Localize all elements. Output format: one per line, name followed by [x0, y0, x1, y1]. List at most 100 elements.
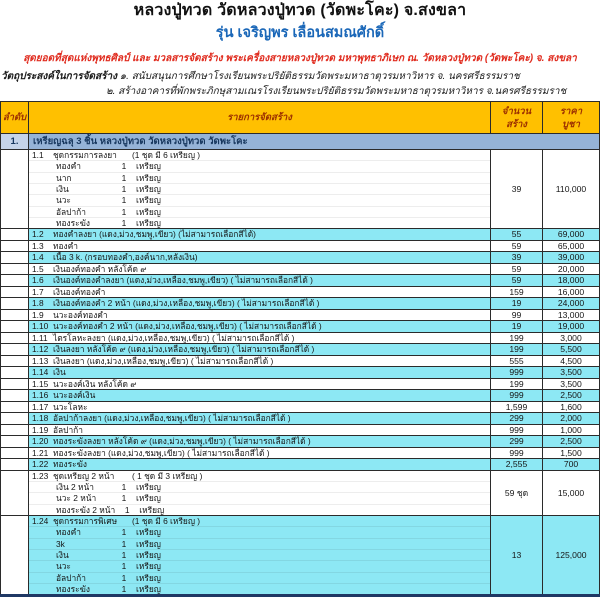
sub-name: ทองระฆัง — [56, 583, 90, 594]
row-qty: 159 — [490, 285, 543, 299]
row-sub-item: เงิน 1 เหรียญ — [29, 182, 490, 194]
table-row: 1.16 นวะองค์เงิน 999 2,500 — [0, 389, 600, 402]
row-item-line: 1.7 เงินองค์ทองคำ — [30, 286, 490, 297]
table-row: 1.24 ชุดกรรมการพิเศษ (1 ชุด มี 6 เหรียญ ) ท… — [0, 514, 600, 597]
row-qty: 55 — [490, 228, 543, 241]
row-item-line: 1.3 ทองคำ — [30, 240, 490, 251]
sub-qty: 1 — [121, 538, 127, 549]
row-number: 1.2 — [32, 229, 44, 240]
page-title: หลวงปู่ทวด วัดหลวงปู่ทวด (วัดพะโคะ) จ.สง… — [133, 2, 467, 19]
sub-unit: เหรียญ — [136, 527, 161, 538]
row-qty: 1,599 — [490, 400, 543, 414]
row-no-cell — [0, 514, 29, 597]
sub-unit: เหรียญ — [139, 504, 165, 515]
row-price: 16,000 — [542, 285, 600, 299]
table-row: 1.21 ทองระฆังลงยา (แดง,ม่วง,ชมพู,เขียว) (… — [0, 446, 600, 460]
row-sub-item: ทองระฆัง 1 เหรียญ — [29, 216, 490, 228]
row-qty: 59 — [490, 239, 543, 253]
sub-name: เงิน — [56, 549, 69, 560]
row-no-cell — [0, 354, 29, 368]
sub-unit: เหรียญ — [136, 217, 161, 228]
row-no-cell — [0, 285, 29, 299]
col-header-price: ราคา บูชา — [542, 101, 600, 134]
row-item-cell: 1.24 ชุดกรรมการพิเศษ (1 ชุด มี 6 เหรียญ ) ท… — [28, 514, 491, 597]
table-header-row: ลำดับ รายการจัดสร้าง จำนวน สร้าง ราคา บู… — [0, 101, 600, 134]
row-name: อัลปาก้า — [53, 424, 83, 435]
sub-unit: เหรียญ — [136, 549, 161, 560]
sub-unit: เหรียญ — [136, 172, 161, 183]
row-no-cell — [0, 366, 29, 379]
row-qty: 999 — [490, 423, 543, 437]
sub-unit: เหรียญ — [136, 195, 161, 206]
row-qty: 999 — [490, 389, 543, 402]
row-item-line: 1.1 ชุดกรรมการลงยา (1 ชุด มี 6 เหรียญ ) — [30, 150, 490, 161]
row-qty: 39 — [490, 251, 543, 264]
row-number: 1.4 — [32, 252, 44, 263]
row-item-line: 1.12 เงินลงยา หลังโค้ด ๙ (แดง,ม่วง,เหลือง… — [30, 345, 490, 355]
table-row: 1.22 ทองระฆัง 2,555 700 — [0, 458, 600, 471]
row-item-line: 1.14 เงิน — [30, 367, 490, 378]
row-name: เงินองค์ทองคำ — [53, 286, 106, 297]
row-number: 1.20 — [32, 436, 49, 447]
row-name: เงินองค์ทองคำลงยา (แดง,ม่วง,เหลือง,ชมพู,… — [53, 275, 313, 286]
purpose-label: วัตถุประสงค์ในการจัดสร้าง — [1, 71, 118, 82]
sub-qty: 1 — [121, 527, 127, 538]
row-number: 1.14 — [32, 367, 49, 378]
sub-qty: 1 — [121, 217, 127, 228]
table-row: 1.15 นวะองค์เงิน หลังโค้ด ๙ 199 3,500 — [0, 377, 600, 391]
row-price: 3,000 — [542, 331, 600, 345]
row-item-line: 1.16 นวะองค์เงิน — [30, 391, 490, 401]
row-qty: 555 — [490, 354, 543, 368]
row-no-cell — [0, 308, 29, 322]
row-item-cell: 1.21 ทองระฆังลงยา (แดง,ม่วง,ชมพู,เขียว) (… — [28, 446, 491, 460]
row-name: ทองคำ — [53, 240, 78, 251]
sub-name: นวะ — [56, 195, 71, 206]
row-number: 1.24 — [32, 515, 49, 526]
row-no-cell — [0, 262, 29, 276]
row-item-cell: 1.14 เงิน — [28, 366, 491, 379]
row-item-cell: 1.20 ทองระฆังลงยา หลังโค้ด ๙ (แดง,ม่วง,ชม… — [28, 435, 491, 448]
row-item-cell: 1.12 เงินลงยา หลังโค้ด ๙ (แดง,ม่วง,เหลือง… — [28, 343, 491, 356]
row-sub-item: ทองคำ 1 เหรียญ — [29, 160, 490, 171]
row-number: 1.19 — [32, 424, 49, 435]
table-row: 1.11 ไตรโลหะลงยา (แดง,ม่วง,เหลือง,ชมพู,เข… — [0, 331, 600, 345]
row-item-cell: 1.11 ไตรโลหะลงยา (แดง,ม่วง,เหลือง,ชมพู,เข… — [28, 331, 491, 345]
row-sub-item: นวะ 1 เหรียญ — [29, 560, 490, 571]
row-item-line: 1.13 เงินลงยา (แดง,ม่วง,เหลือง,ชมพู,เขียว… — [30, 356, 490, 366]
row-qty: 199 — [490, 377, 543, 391]
row-item-line: 1.19 อัลปาก้า — [30, 424, 490, 435]
row-qty: 299 — [490, 435, 543, 448]
row-price: 39,000 — [542, 251, 600, 264]
row-price: 110,000 — [542, 148, 600, 230]
row-number: 1.1 — [32, 150, 44, 160]
row-price: 69,000 — [542, 228, 600, 241]
production-table: ลำดับ รายการจัดสร้าง จำนวน สร้าง ราคา บู… — [0, 101, 600, 597]
row-name: เงิน — [53, 367, 66, 378]
row-name: ทองคำลงยา (แดง,ม่วง,ชมพู,เขียว) (ไม่สามา… — [53, 229, 256, 240]
row-sub-item: เงิน 1 เหรียญ — [29, 548, 490, 560]
purpose-line-2: ๒. สร้างอาคารที่พักพระภิกษุสามเณรโรงเรีย… — [106, 86, 567, 97]
row-name: เนื้อ 3 k. (กรอบทองคำ,องค์นาก,หลังเงิน) — [53, 252, 198, 263]
row-price: 18,000 — [542, 274, 600, 287]
row-qty: 199 — [490, 331, 543, 345]
table-row: 1.9 นวะองค์ทองคำ 99 13,000 — [0, 308, 600, 322]
row-number: 1.11 — [32, 332, 48, 343]
row-item-cell: 1.4 เนื้อ 3 k. (กรอบทองคำ,องค์นาก,หลังเงิ… — [28, 251, 491, 264]
row-item-line: 1.15 นวะองค์เงิน หลังโค้ด ๙ — [30, 378, 490, 389]
sub-name: นวะ 2 หน้า — [56, 493, 97, 504]
sub-name: อัลปาก้า — [56, 206, 86, 217]
sub-qty: 1 — [121, 206, 127, 217]
sub-name: นาก — [56, 172, 72, 183]
row-no-cell — [0, 469, 29, 516]
sub-unit: เหรียญ — [136, 183, 161, 194]
row-qty: 19 — [490, 297, 543, 310]
row-no-cell — [0, 389, 29, 402]
table-row: 1.14 เงิน 999 3,500 — [0, 366, 600, 379]
row-price: 125,000 — [542, 514, 600, 597]
row-qty: 199 — [490, 343, 543, 356]
row-name: นวะองค์เงิน หลังโค้ด ๙ — [53, 378, 137, 389]
row-item-cell: 1.18 อัลปาก้าลงยา (แดง,ม่วง,เหลือง,ชมพู,เ… — [28, 412, 491, 425]
sub-qty: 1 — [121, 549, 127, 560]
sub-qty: 1 — [121, 572, 127, 583]
row-no-cell — [0, 251, 29, 264]
